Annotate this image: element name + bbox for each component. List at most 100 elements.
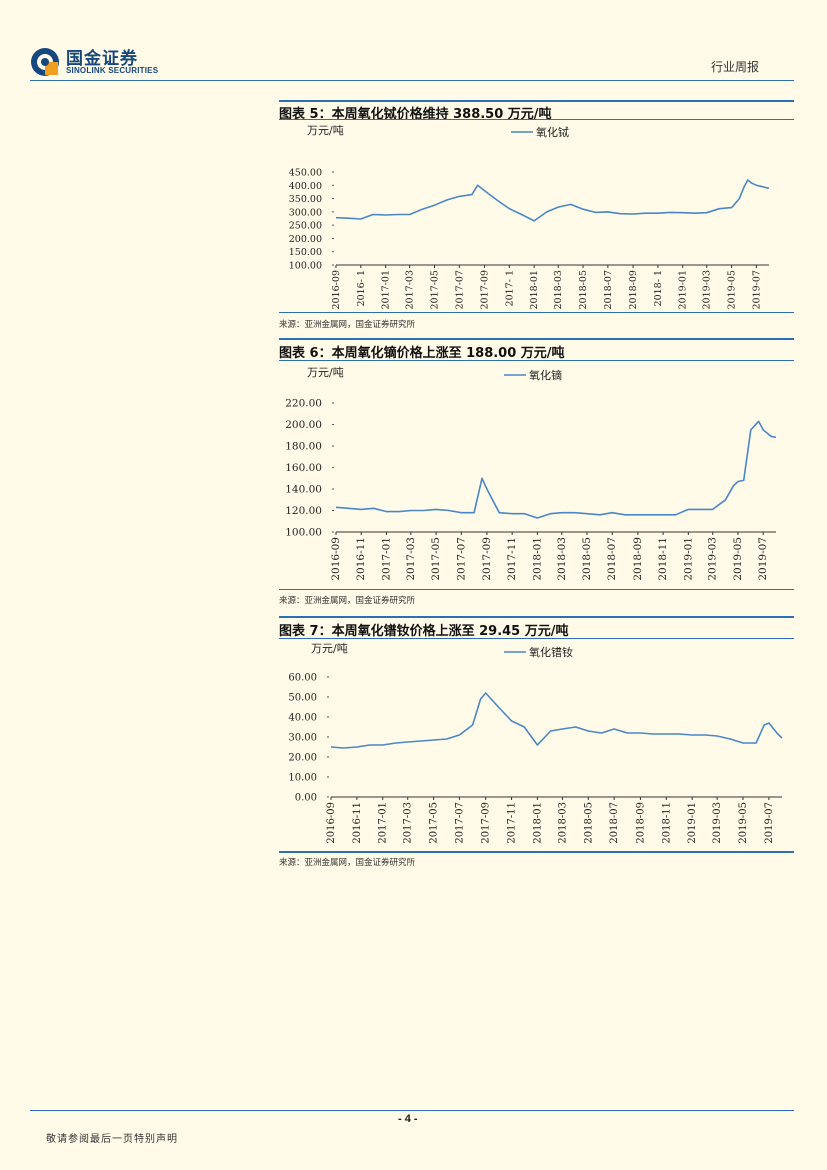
figure-title: 图表 6：本周氧化镝价格上涨至 188.00 万元/吨 — [279, 346, 565, 361]
y-tick-label: 40.00 — [288, 713, 317, 724]
x-tick-label: 2019-07 — [751, 270, 762, 309]
x-tick-label: 2017-07 — [454, 802, 465, 844]
legend-label: 氧化镨钕 — [529, 645, 573, 659]
x-tick-label: 2018-01 — [532, 802, 543, 844]
x-tick-label: 2017-05 — [429, 270, 440, 309]
x-tick-label: 2018-09 — [632, 537, 644, 581]
x-tick-label: 2016- 1 — [356, 270, 367, 306]
price-series-line — [330, 692, 783, 749]
figure-source: 来源：亚洲金属网，国金证券研究所 — [279, 858, 416, 868]
y-axis-unit-label: 万元/吨 — [311, 642, 348, 655]
footer-divider — [30, 1110, 794, 1111]
price-series-line — [335, 420, 777, 519]
y-tick-label: 350.00 — [289, 194, 322, 205]
x-tick-label: 2018-03 — [556, 537, 568, 581]
x-tick-label: 2017-09 — [480, 270, 491, 309]
price-series-line — [335, 179, 770, 222]
y-tick-label: 30.00 — [288, 733, 317, 744]
x-tick-label: 2018-03 — [553, 270, 564, 309]
x-tick-label: 2018-09 — [635, 802, 646, 844]
y-tick-label: 160.00 — [285, 462, 322, 474]
y-tick-label: 150.00 — [289, 247, 322, 258]
x-tick-label: 2019-05 — [727, 270, 738, 309]
logo-name-cn: 国金证券 — [66, 49, 138, 69]
figure-title-rule — [279, 119, 794, 120]
x-tick-label: 2019-01 — [678, 270, 689, 309]
x-tick-label: 2018-03 — [557, 802, 568, 844]
y-axis-unit-label: 万元/吨 — [307, 124, 344, 137]
x-tick-label: 2016-11 — [355, 537, 367, 581]
header-divider — [30, 80, 794, 81]
y-tick-label: 200.00 — [285, 419, 322, 431]
y-tick-label: 50.00 — [288, 693, 317, 704]
x-tick-label: 2017- 1 — [504, 270, 515, 306]
x-tick-label: 2018-01 — [531, 537, 543, 581]
legend-label: 氧化铽 — [536, 125, 569, 139]
figure-title-rule — [279, 360, 794, 361]
x-tick-label: 2018-11 — [657, 537, 669, 581]
y-tick-label: 140.00 — [285, 484, 322, 496]
disclaimer-text: 敬请参阅最后一页特别声明 — [46, 1134, 178, 1145]
page-number: - 4 - — [398, 1113, 418, 1125]
x-tick-label: 2017-03 — [405, 537, 417, 581]
x-tick-label: 2016-09 — [326, 802, 337, 844]
x-tick-label: 2019-03 — [702, 270, 713, 309]
x-tick-label: 2018-07 — [606, 537, 618, 581]
x-tick-label: 2017-11 — [506, 537, 518, 581]
x-tick-label: 2019-01 — [682, 537, 694, 581]
y-tick-label: 220.00 — [285, 398, 322, 410]
dysprosium-oxide-price-chart: 万元/吨 氧化镝 220.00 200.00 180.00 160.00 140.00 120… — [285, 366, 777, 581]
legend-label: 氧化镝 — [529, 368, 562, 382]
x-tick-label: 2016-09 — [330, 537, 342, 581]
x-tick-label: 2019-03 — [712, 802, 723, 844]
x-tick-label: 2016-11 — [352, 802, 363, 844]
x-tick-label: 2019-07 — [757, 537, 769, 581]
x-tick-label: 2017-09 — [481, 802, 492, 844]
figure-title: 图表 7：本周氧化镨钕价格上涨至 29.45 万元/吨 — [279, 624, 569, 639]
y-tick-label: 10.00 — [288, 773, 317, 784]
figure-top-rule — [279, 100, 794, 102]
x-tick-label: 2019-01 — [687, 802, 698, 844]
x-tick-label: 2018-05 — [583, 802, 594, 844]
y-tick-label: 120.00 — [285, 505, 322, 517]
y-tick-label: 100.00 — [285, 527, 322, 539]
x-tick-label: 2018-07 — [603, 270, 614, 309]
x-tick-label: 2017-03 — [403, 802, 414, 844]
figure-bottom-rule — [279, 312, 794, 313]
logo-name-en: SINOLINK SECURITIES — [66, 66, 159, 75]
x-tick-label: 2017-01 — [378, 802, 389, 844]
pr-nd-oxide-price-chart: 万元/吨 氧化镨钕 60.00 50.00 40.00 30.00 20.00 10.00 0.… — [288, 642, 783, 844]
report-type: 行业周报 — [710, 60, 759, 74]
x-tick-label: 2017-07 — [455, 537, 467, 581]
x-tick-label: 2016-09 — [331, 270, 342, 309]
y-tick-label: 60.00 — [288, 673, 317, 684]
y-tick-label: 400.00 — [289, 181, 322, 192]
y-tick-label: 450.00 — [289, 168, 322, 179]
y-tick-label: 100.00 — [289, 261, 322, 272]
figure-bottom-rule — [279, 589, 794, 590]
x-tick-label: 2017-07 — [454, 270, 465, 309]
x-tick-label: 2019-05 — [732, 537, 744, 581]
x-tick-label: 2018-01 — [529, 270, 540, 309]
x-tick-label: 2018-05 — [581, 537, 593, 581]
figure-bottom-rule — [279, 851, 794, 853]
x-tick-label: 2017-01 — [380, 537, 392, 581]
x-tick-label: 2017-05 — [430, 537, 442, 581]
figure-title: 图表 5：本周氧化铽价格维持 388.50 万元/吨 — [279, 107, 552, 122]
y-tick-label: 250.00 — [289, 221, 322, 232]
y-tick-label: 200.00 — [289, 234, 322, 245]
x-tick-label: 2017-01 — [381, 270, 392, 309]
x-tick-label: 2018-09 — [628, 270, 639, 309]
x-tick-label: 2018- 1 — [653, 270, 664, 306]
y-tick-label: 180.00 — [285, 441, 322, 453]
x-tick-label: 2017-11 — [507, 802, 518, 844]
company-logo: 国金证券 SINOLINK SECURITIES — [30, 44, 170, 84]
y-axis-unit-label: 万元/吨 — [307, 366, 344, 379]
x-tick-label: 2018-05 — [578, 270, 589, 309]
x-tick-label: 2018-07 — [609, 802, 620, 844]
x-tick-label: 2019-03 — [707, 537, 719, 581]
figure-source: 来源：亚洲金属网，国金证券研究所 — [279, 320, 416, 330]
figure-top-rule — [279, 616, 794, 618]
y-tick-label: 20.00 — [288, 753, 317, 764]
figure-top-rule — [279, 338, 794, 340]
